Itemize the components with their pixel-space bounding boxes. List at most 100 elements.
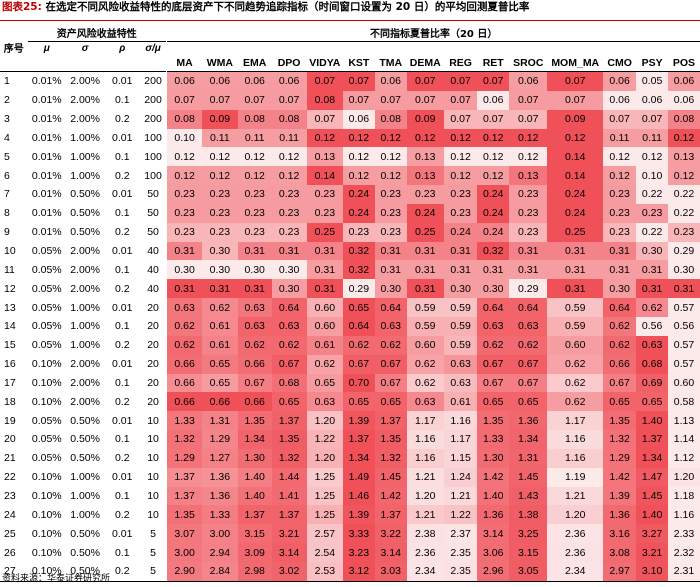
sharpe-cell: 1.30 — [477, 448, 510, 468]
row-index: 23 — [4, 489, 16, 502]
param-cell: 0.50% — [65, 561, 105, 582]
sharpe-cell: 1.17 — [547, 411, 604, 431]
sharpe-cell: 1.29 — [201, 430, 238, 449]
sharpe-cell: 0.25 — [406, 222, 444, 242]
sharpe-cell: 0.08 — [237, 109, 272, 129]
sharpe-cell: 0.31 — [271, 241, 307, 261]
sharpe-cell: 1.38 — [509, 505, 548, 525]
sharpe-cell: 0.23 — [201, 222, 238, 242]
sharpe-cell: 0.11 — [201, 128, 238, 148]
param-cell: 0.10% — [31, 508, 62, 521]
sharpe-cell: 0.31 — [167, 241, 202, 261]
sharpe-cell: 0.63 — [477, 316, 510, 336]
param-cell: 0.50% — [70, 433, 100, 446]
sharpe-cell: 0.09 — [547, 109, 604, 129]
sharpe-cell: 3.06 — [477, 543, 510, 562]
sharpe-cell: 0.32 — [343, 260, 375, 280]
sharpe-cell: 1.36 — [509, 411, 548, 431]
sharpe-cell: 0.08 — [167, 109, 202, 129]
sharpe-cell: 1.15 — [443, 448, 478, 468]
sharpe-cell: 0.61 — [201, 316, 238, 336]
sharpe-cell: 0.14 — [547, 166, 604, 186]
sharpe-cell: 0.24 — [343, 203, 375, 223]
index-header: 序号 — [0, 24, 28, 72]
sharpe-cell: 1.16 — [547, 430, 604, 449]
sharpe-cell: 0.24 — [547, 185, 604, 204]
table-row: 19 0.05% 0.50% 0.01 10 1.33 1.31 1.35 1.37 1.20 1.… — [0, 411, 700, 431]
sharpe-cell: 0.05 — [636, 71, 668, 91]
param-cell: 0.50% — [70, 414, 100, 427]
sharpe-cell: 0.23 — [509, 203, 548, 223]
row-index: 20 — [4, 433, 16, 446]
sharpe-cell: 0.23 — [667, 222, 700, 242]
param-cell: 2.00% — [70, 113, 100, 126]
sharpe-cell: 2.32 — [667, 543, 700, 562]
param-cell: 1.00% — [70, 169, 100, 182]
param-cell: 0.01 — [112, 414, 133, 427]
table-row: 26 0.10% 0.50% 0.1 5 3.00 2.94 3.09 3.14 2.54 3.23… — [0, 543, 700, 562]
sharpe-cell: 0.12 — [374, 147, 407, 167]
sharpe-cell: 2.53 — [306, 561, 344, 582]
table-row: 8 0.01% 0.50% 0.1 50 0.23 0.23 0.23 0.23 0.23 0.24… — [0, 203, 700, 223]
sharpe-cell: 0.23 — [201, 185, 238, 204]
sharpe-cell: 0.67 — [237, 373, 272, 393]
table-row: 23 0.10% 1.00% 0.1 10 1.37 1.36 1.40 1.41 1.25 1.4… — [0, 486, 700, 506]
sharpe-cell: 0.12 — [603, 147, 637, 167]
param-cell: 10 — [147, 433, 159, 446]
param-cell: 100 — [144, 131, 162, 144]
sharpe-cell: 0.07 — [406, 90, 444, 110]
sharpe-cell: 2.90 — [167, 561, 202, 582]
table-row: 22 0.10% 1.00% 0.01 10 1.37 1.36 1.40 1.44 1.25 1.… — [0, 467, 700, 487]
param-header-row: μ σ ρ σ/μ — [0, 42, 700, 56]
sharpe-cell: 0.06 — [636, 90, 668, 110]
param-cell: 100 — [144, 150, 162, 163]
sharpe-cell: 2.84 — [201, 561, 238, 582]
sharpe-cell: 1.18 — [667, 486, 700, 506]
sharpe-cell: 3.15 — [237, 524, 272, 544]
sharpe-cell: 0.65 — [343, 298, 375, 317]
sharpe-cell: 0.12 — [201, 147, 238, 167]
sharpe-cell: 2.35 — [443, 543, 478, 562]
sharpe-cell: 0.23 — [271, 222, 307, 242]
sharpe-cell: 3.25 — [509, 524, 548, 544]
sharpe-cell: 0.31 — [443, 241, 478, 261]
sharpe-cell: 0.06 — [667, 71, 700, 91]
param-cell: 2.00% — [70, 94, 100, 107]
sharpe-ratio-table: 序号 资产风险收益特性 不同指标夏普比率（20 日） μ σ ρ σ/μ MA WMA E… — [0, 24, 700, 582]
param-cell: 0.01 — [112, 245, 133, 258]
sharpe-cell: 0.66 — [167, 373, 202, 393]
param-cell: 0.2 — [114, 113, 130, 126]
sharpe-cell: 3.00 — [201, 524, 238, 544]
sharpe-cell: 0.07 — [406, 71, 444, 91]
sharpe-cell: 0.24 — [477, 222, 510, 242]
sharpe-cell: 0.57 — [667, 298, 700, 317]
sharpe-cell: 1.16 — [547, 448, 604, 468]
sharpe-cell: 0.07 — [167, 90, 202, 110]
figure-title: 图表25: 在选定不同风险收益特性的底层资产下不同趋势追踪指标（时间窗口设置为 … — [0, 0, 700, 21]
sharpe-cell: 3.00 — [167, 543, 202, 562]
sharpe-cell: 1.35 — [237, 411, 272, 431]
table-row: 2 0.01% 2.00% 0.1 200 0.07 0.07 0.07 0.07 0.08 0.0… — [0, 90, 700, 110]
sharpe-cell: 2.34 — [547, 561, 604, 582]
sharpe-cell: 1.46 — [343, 486, 375, 506]
sharpe-cell: 0.23 — [636, 203, 668, 223]
sharpe-cell: 0.09 — [406, 109, 444, 129]
sharpe-cell: 0.29 — [509, 279, 548, 299]
sharpe-cell: 0.10 — [167, 128, 202, 148]
sharpe-cell: 1.25 — [306, 467, 344, 487]
sharpe-cell: 1.27 — [201, 448, 238, 468]
sharpe-cell: 1.36 — [201, 486, 238, 506]
sharpe-cell: 1.20 — [306, 411, 344, 431]
sharpe-cell: 1.16 — [443, 411, 478, 431]
param-cell: 0.01 — [112, 188, 133, 201]
row-index: 2 — [4, 94, 10, 107]
param-cell: 0.01% — [31, 131, 62, 144]
sharpe-cell: 1.35 — [603, 411, 637, 431]
asset-group-header: 资产风险收益特性 — [27, 24, 166, 42]
row-index: 17 — [4, 376, 16, 389]
sharpe-cell: 0.07 — [343, 71, 375, 91]
sharpe-cell: 1.34 — [343, 448, 375, 468]
sharpe-cell: 1.32 — [603, 430, 637, 449]
sharpe-cell: 1.19 — [547, 467, 604, 487]
sharpe-cell: 0.07 — [509, 109, 548, 129]
